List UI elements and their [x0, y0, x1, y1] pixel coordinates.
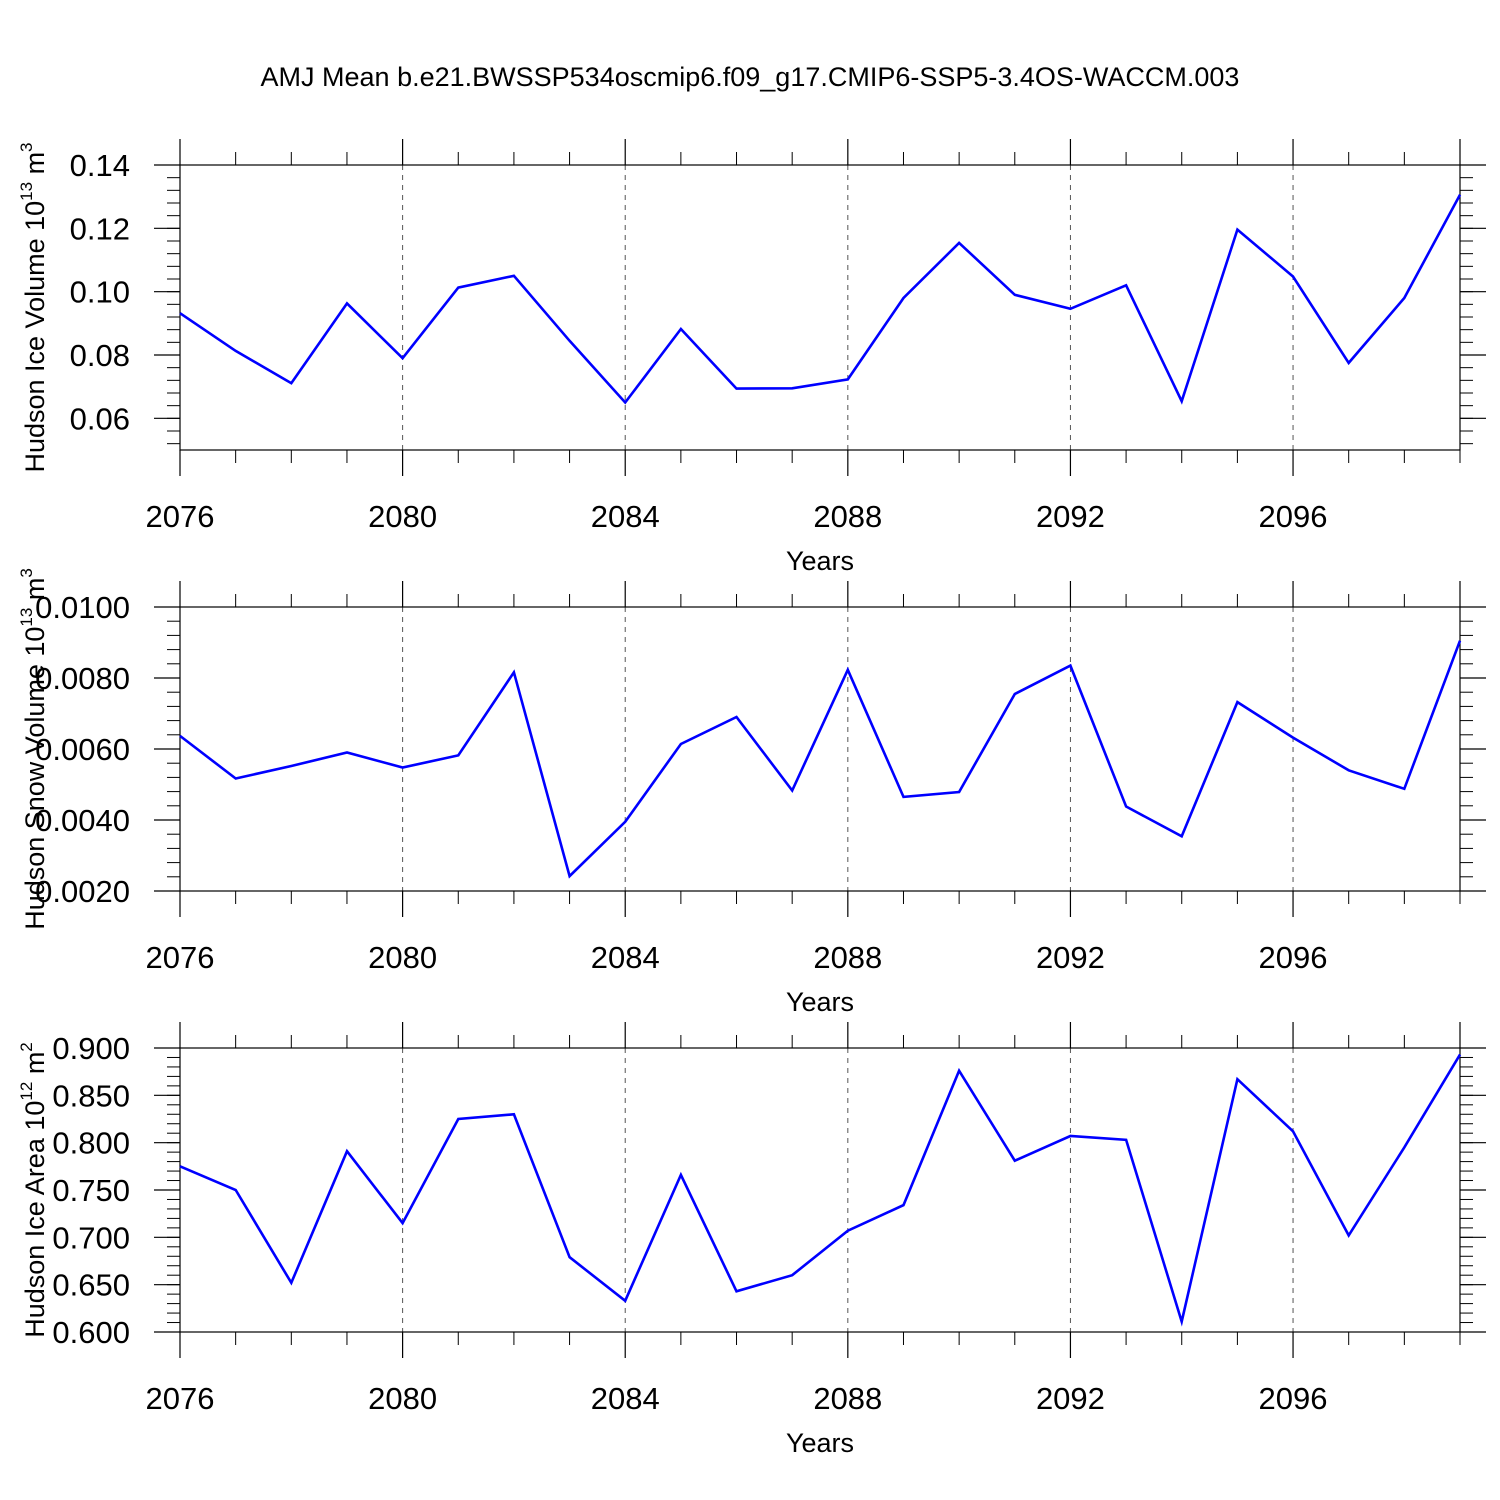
data-series-line: [179, 1053, 1462, 1327]
x-tick-label: 2080: [368, 940, 437, 975]
y-axis-label: Hudson Ice Area 1012 m2: [17, 1042, 50, 1338]
y-tick-label: 0.10: [70, 275, 130, 310]
y-tick-label: 0.600: [52, 1315, 130, 1350]
y-tick-label: 0.800: [52, 1126, 130, 1161]
x-tick-label: 2096: [1259, 499, 1328, 534]
plot-frame: [179, 606, 1461, 892]
y-tick-label: 0.0020: [35, 874, 130, 909]
x-tick-label: 2096: [1259, 1381, 1328, 1416]
x-tick-label: 2092: [1036, 499, 1105, 534]
y-tick-label: 0.0100: [35, 590, 130, 625]
x-tick-label: 2080: [368, 499, 437, 534]
y-tick-label: 0.06: [70, 401, 130, 436]
chart-panel-1: 2076 2080 2084 2088 2092 2096 0.06 0.08 0.10 0.12…: [17, 139, 1486, 576]
figure-title: AMJ Mean b.e21.BWSSP534oscmip6.f09_g17.C…: [260, 62, 1240, 92]
y-tick-label: 0.14: [70, 148, 130, 183]
x-tick-label: 2092: [1036, 1381, 1105, 1416]
y-axis-label: Hudson Ice Volume 1013 m3: [17, 142, 50, 472]
x-axis-label: Years: [786, 546, 854, 576]
x-tick-label: 2076: [146, 940, 215, 975]
data-series-line: [179, 640, 1462, 879]
y-tick-label: 0.700: [52, 1220, 130, 1255]
y-tick-label: 0.650: [52, 1268, 130, 1303]
x-axis-label: Years: [786, 987, 854, 1017]
y-tick-label: 0.0040: [35, 803, 130, 838]
x-tick-label: 2084: [591, 940, 660, 975]
chart-panel-2: 2076 2080 2084 2088 2092 2096 0.0020 0.0040 0.00…: [17, 568, 1486, 1017]
x-tick-label: 2088: [813, 499, 882, 534]
y-tick-label: 0.900: [52, 1031, 130, 1066]
chart-panel-3: 2076 2080 2084 2088 2092 2096 0.600 0.650 0.700 0…: [17, 1022, 1486, 1458]
plot-frame: [179, 1047, 1461, 1333]
x-tick-label: 2084: [591, 1381, 660, 1416]
data-series-line: [179, 194, 1462, 405]
y-tick-label: 0.850: [52, 1078, 130, 1113]
x-tick-label: 2084: [591, 499, 660, 534]
x-tick-label: 2088: [813, 940, 882, 975]
y-tick-label: 0.08: [70, 338, 130, 373]
x-tick-label: 2080: [368, 1381, 437, 1416]
x-tick-label: 2096: [1259, 940, 1328, 975]
plot-frame: [179, 164, 1461, 451]
y-tick-label: 0.750: [52, 1173, 130, 1208]
y-axis-label: Hudson Snow Volume 1013 m3: [17, 568, 50, 930]
y-tick-label: 0.12: [70, 211, 130, 246]
y-tick-label: 0.0080: [35, 661, 130, 696]
x-tick-label: 2076: [146, 1381, 215, 1416]
x-tick-label: 2076: [146, 499, 215, 534]
x-tick-label: 2088: [813, 1381, 882, 1416]
x-axis-label: Years: [786, 1428, 854, 1458]
x-tick-label: 2092: [1036, 940, 1105, 975]
y-tick-label: 0.0060: [35, 732, 130, 767]
